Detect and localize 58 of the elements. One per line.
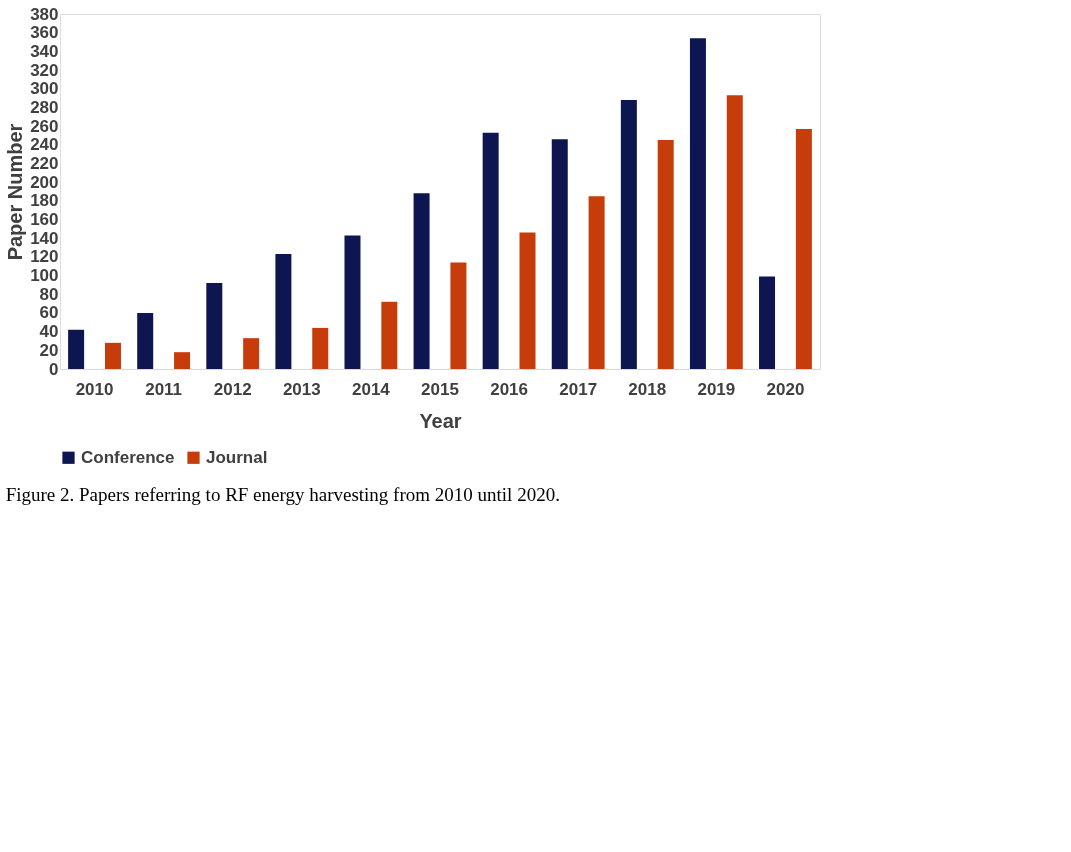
x-tick-label: 2017: [559, 379, 598, 399]
bar: [450, 262, 467, 369]
x-tick-label: 2011: [145, 379, 183, 399]
x-tick-label: 2015: [421, 379, 459, 399]
caption: Figure 2. Papers referring to RF energy harvesting from 2010 until 2020.: [5, 484, 560, 505]
y-tick-label: 160: [30, 210, 59, 230]
bar: [104, 342, 121, 369]
x-tick-label: 2018: [628, 379, 667, 399]
y-tick-label: 0: [49, 359, 59, 379]
y-tick-label: 340: [30, 41, 59, 61]
y-tick-label: 200: [30, 172, 59, 192]
y-tick-label: 120: [30, 247, 59, 267]
x-tick-label: 2020: [766, 379, 805, 399]
y-tick-label: 40: [39, 322, 59, 342]
bar: [519, 232, 536, 369]
bar: [482, 132, 499, 369]
y-tick-label: 360: [30, 23, 59, 43]
bar: [174, 352, 191, 369]
bar: [795, 128, 812, 369]
y-tick-label: 260: [30, 116, 59, 136]
x-axis-title: Year: [419, 409, 462, 432]
bar: [759, 276, 776, 369]
y-tick-label: 60: [39, 303, 59, 323]
x-tick-label: 2012: [213, 379, 252, 399]
y-axis-title: Paper Number: [4, 123, 27, 261]
x-tick-label: 2013: [282, 379, 321, 399]
bar: [381, 301, 398, 369]
bar: [588, 196, 605, 369]
bar: [68, 329, 85, 369]
bar: [657, 140, 674, 369]
bar: [551, 139, 568, 369]
legend-label: Journal: [206, 447, 268, 467]
bar: [243, 338, 260, 369]
y-tick-label: 320: [30, 60, 59, 80]
bar: [726, 95, 743, 369]
y-tick-label: 20: [39, 340, 59, 360]
y-tick-label: 140: [30, 228, 59, 248]
y-tick-label: 80: [39, 284, 59, 304]
bar: [620, 99, 637, 369]
bar: [344, 235, 361, 369]
bar: [275, 254, 292, 369]
y-tick-label: 180: [30, 191, 59, 211]
legend-label: Conference: [81, 447, 175, 467]
x-tick-label: 2010: [75, 379, 114, 399]
y-tick-label: 240: [30, 135, 59, 155]
x-tick-label: 2019: [697, 379, 736, 399]
y-tick-label: 300: [30, 79, 59, 99]
y-tick-label: 280: [30, 97, 59, 117]
y-tick-label: 380: [30, 4, 59, 24]
bar: [413, 193, 430, 369]
bar: [689, 38, 706, 369]
y-tick-label: 100: [30, 266, 59, 286]
x-tick-label: 2016: [490, 379, 529, 399]
y-tick-label: 220: [30, 153, 59, 173]
bar: [137, 312, 154, 369]
x-tick-label: 2014: [352, 379, 391, 399]
bar: [206, 283, 223, 369]
bar: [312, 327, 329, 369]
